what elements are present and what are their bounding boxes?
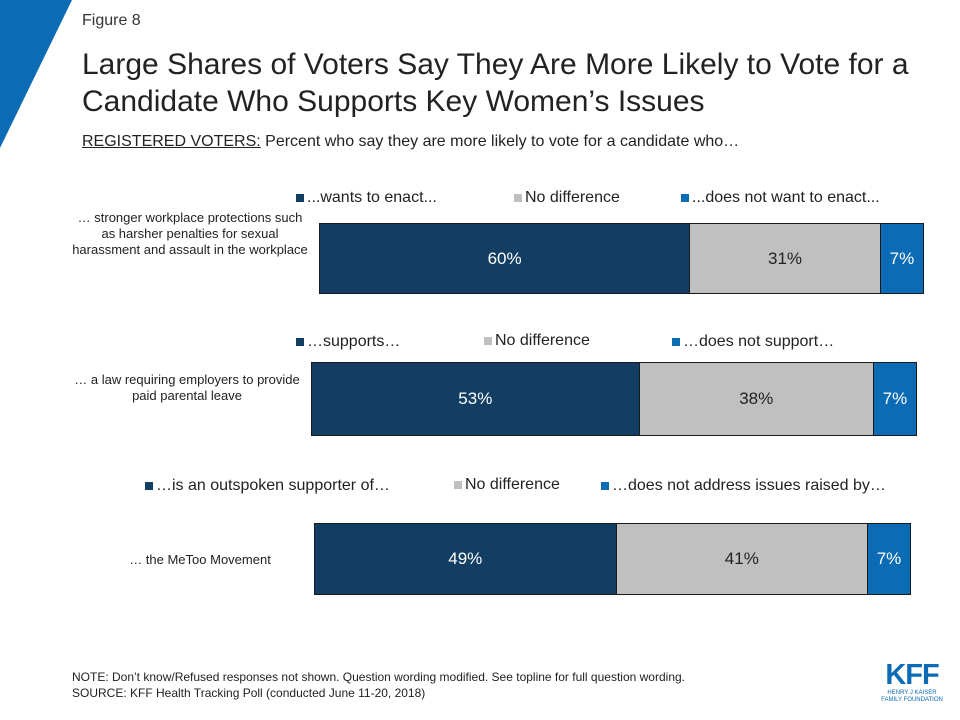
category-label-1: … stronger workplace protections such as… bbox=[72, 210, 308, 257]
legend-item-2-3: …does not support… bbox=[672, 333, 834, 351]
category-label-3: … the MeToo Movement bbox=[129, 552, 271, 567]
category-label-2: … a law requiring employers to provide p… bbox=[74, 372, 300, 403]
legend-item-3-1: …is an outspoken supporter of… bbox=[145, 477, 390, 495]
footer-source: SOURCE: KFF Health Tracking Poll (conduc… bbox=[72, 686, 426, 700]
legend-label: ...does not want to enact... bbox=[692, 189, 880, 206]
logo-line-2: FAMILY FOUNDATION bbox=[881, 697, 943, 703]
legend-label: …does not support… bbox=[683, 333, 835, 350]
stacked-bar-1: 60% 31% 7% bbox=[319, 223, 924, 294]
footer-notes: NOTE: Don’t know/Refused responses not s… bbox=[72, 669, 685, 701]
stacked-bar-3: 49% 41% 7% bbox=[314, 523, 911, 595]
bar-segment-3-3: 7% bbox=[867, 524, 910, 594]
data-label: 31% bbox=[768, 248, 803, 268]
legend-item-3-2: No difference bbox=[454, 476, 560, 494]
legend-label: No difference bbox=[465, 476, 560, 493]
legend-item-1-3: ...does not want to enact... bbox=[681, 189, 880, 207]
logo-line-1: HENRY J KAISER bbox=[887, 690, 937, 696]
logo-mark: KFF bbox=[885, 659, 939, 691]
figure-label: Figure 8 bbox=[82, 12, 141, 29]
legend-swatch bbox=[484, 337, 492, 345]
legend-swatch bbox=[454, 481, 462, 489]
stacked-bar-2: 53% 38% 7% bbox=[311, 362, 917, 436]
legend-swatch bbox=[681, 194, 689, 202]
legend-label: No difference bbox=[495, 332, 590, 349]
legend-label: …does not address issues raised by… bbox=[612, 477, 886, 494]
chart-title: Large Shares of Voters Say They Are More… bbox=[82, 48, 909, 118]
bar-segment-3-2: 41% bbox=[615, 524, 868, 594]
legend-item-2-2: No difference bbox=[484, 332, 590, 350]
legend-swatch bbox=[296, 338, 304, 346]
legend-swatch bbox=[672, 338, 680, 346]
data-label: 38% bbox=[739, 389, 774, 408]
footer-note: NOTE: Don’t know/Refused responses not s… bbox=[72, 670, 685, 684]
legend-item-1-2: No difference bbox=[514, 189, 620, 207]
legend-item-3-3: …does not address issues raised by… bbox=[601, 477, 886, 495]
data-label: 60% bbox=[487, 248, 522, 268]
legend-label: ...wants to enact... bbox=[307, 189, 437, 206]
bar-segment-1-2: 31% bbox=[689, 224, 880, 293]
legend-item-1-1: ...wants to enact... bbox=[296, 189, 437, 207]
data-label: 7% bbox=[882, 389, 908, 408]
legend-swatch bbox=[145, 482, 153, 490]
data-label: 53% bbox=[458, 389, 493, 408]
bar-segment-3-1: 49% bbox=[315, 524, 616, 594]
bar-segment-2-2: 38% bbox=[638, 363, 873, 435]
data-label: 49% bbox=[448, 549, 483, 568]
data-label: 7% bbox=[876, 549, 902, 568]
legend-swatch bbox=[296, 194, 304, 202]
kff-logo: KFF HENRY J KAISER FAMILY FOUNDATION bbox=[876, 660, 948, 704]
bar-segment-2-3: 7% bbox=[872, 363, 916, 435]
subtitle-prefix: REGISTERED VOTERS: bbox=[82, 133, 261, 150]
legend-item-2-1: …supports… bbox=[296, 333, 400, 351]
legend-label: …is an outspoken supporter of… bbox=[156, 477, 390, 494]
bar-segment-2-1: 53% bbox=[312, 363, 639, 435]
legend-swatch bbox=[601, 482, 609, 490]
corner-accent bbox=[0, 0, 72, 148]
bar-segment-1-3: 7% bbox=[879, 224, 923, 293]
data-label: 41% bbox=[724, 549, 759, 568]
legend-swatch bbox=[514, 194, 522, 202]
legend-label: …supports… bbox=[307, 333, 401, 350]
legend-label: No difference bbox=[525, 189, 620, 206]
data-label: 7% bbox=[889, 248, 915, 268]
subtitle-text: Percent who say they are more likely to … bbox=[260, 133, 740, 150]
chart-subtitle: REGISTERED VOTERS: Percent who say they … bbox=[82, 133, 739, 151]
bar-segment-1-1: 60% bbox=[320, 224, 690, 293]
